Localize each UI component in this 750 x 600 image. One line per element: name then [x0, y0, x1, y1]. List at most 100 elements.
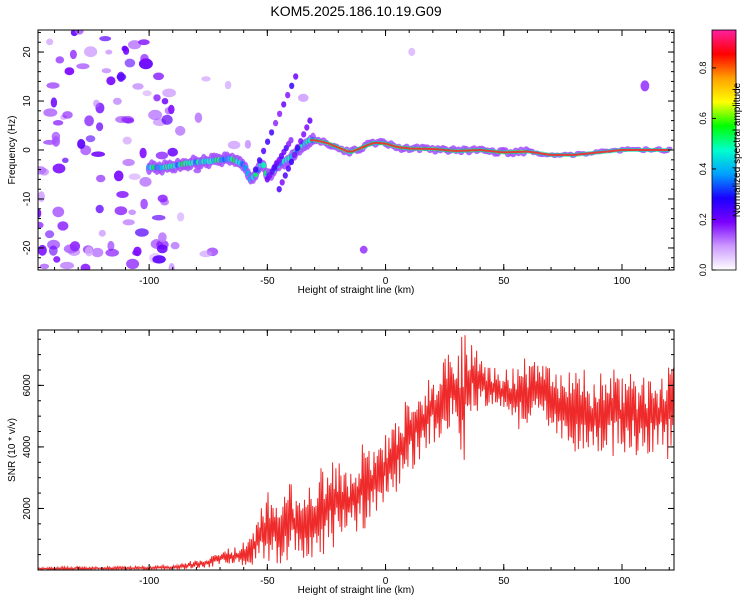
- spectrogram-cell: [291, 151, 298, 159]
- spectrogram-cell: [167, 147, 178, 157]
- spectrogram-cell: [52, 163, 66, 174]
- colorbar-ticks: 0.0 0.2 0.4 0.6 0.8: [698, 62, 716, 277]
- spectrogram-cell: [158, 232, 167, 243]
- spectrogram-cell: [38, 221, 44, 229]
- y-tick-label: 2000: [22, 497, 33, 520]
- spectrogram-cell: [140, 198, 148, 210]
- spectrogram-cell: [53, 256, 61, 263]
- spectrogram-cell: [101, 68, 112, 74]
- x-tick-label: 0: [383, 276, 389, 287]
- spectrogram-cell: [99, 36, 112, 42]
- spectrogram-cell: [96, 122, 104, 132]
- spectrogram-cell: [168, 104, 175, 115]
- spectrogram-cell: [640, 80, 650, 92]
- spectrogram-cell: [69, 49, 77, 60]
- spectrogram-cell: [122, 219, 135, 226]
- spectrogram-cell: [38, 208, 42, 218]
- y-tick-label: -10: [22, 191, 33, 206]
- spectrogram-cell: [252, 166, 259, 173]
- spectrogram-cell: [52, 206, 65, 218]
- spectrogram-cell: [128, 173, 141, 180]
- snr-y-axis-label: SNR (10 * v/v): [7, 418, 18, 482]
- spectrogram-cell: [84, 115, 94, 127]
- spectrogram-cell: [133, 246, 142, 257]
- spectrogram-cell: [113, 97, 122, 105]
- colorbar-tick-label: 0.0: [698, 264, 708, 277]
- spectrogram-cell: [289, 82, 295, 90]
- snr-series: [38, 335, 674, 570]
- spectrogram-cell: [114, 206, 128, 216]
- spectrogram-cell: [60, 261, 74, 270]
- spectrogram-cell: [69, 241, 81, 252]
- spectrogram-cell: [139, 147, 147, 159]
- y-tick-label: 20: [22, 46, 33, 58]
- spectrogram-cell: [168, 263, 175, 270]
- spectrogram-cell: [76, 63, 90, 70]
- spectrogram-cell: [55, 56, 65, 64]
- spectrogram-cell: [152, 255, 166, 264]
- spectrogram-cell: [293, 73, 299, 80]
- spectrogram-cell: [194, 112, 203, 123]
- spectrogram-cell: [123, 46, 130, 55]
- x-tick-label: -50: [260, 576, 275, 587]
- spectrogram-cell: [52, 136, 60, 147]
- spectrogram-cell: [64, 67, 75, 76]
- spectrogram-cell: [295, 144, 301, 152]
- spectrogram-cell: [39, 263, 50, 270]
- spectrogram-cell: [148, 109, 163, 121]
- colorbar: 0.0 0.2 0.4 0.6 0.8 Normalized spectral ampl…: [698, 29, 743, 277]
- spectrogram-cell: [43, 108, 58, 117]
- spectrogram-cell: [176, 212, 185, 222]
- spectrogram-cell: [62, 157, 69, 163]
- y-tick-label: 10: [22, 95, 33, 107]
- spectrogram-cell: [46, 82, 60, 89]
- spectrogram-cell: [151, 214, 166, 221]
- spectrogram-cell: [304, 124, 310, 131]
- spectrogram-cell: [116, 191, 129, 198]
- spectrogram-cell: [77, 139, 86, 149]
- x-tick-label: -100: [139, 276, 159, 287]
- spectrogram-cell: [138, 39, 150, 46]
- spectrogram-cell: [46, 38, 54, 46]
- spectrogram-cell: [162, 88, 177, 98]
- spectrogram-cell: [265, 138, 271, 145]
- x-tick-label: 0: [383, 576, 389, 587]
- spectrogram-cell: [224, 80, 232, 90]
- spectrogram-cell: [307, 117, 313, 124]
- colorbar-tick-label: 0.6: [698, 112, 708, 125]
- x-tick-label: 50: [498, 576, 510, 587]
- spectrogram-cell: [122, 158, 135, 167]
- spectrogram-cell: [93, 99, 100, 108]
- spectrogram-cell: [156, 244, 168, 254]
- spectrogram-cell: [277, 110, 283, 118]
- spectrogram-cell: [153, 94, 161, 102]
- spectrogram-cell: [128, 209, 136, 216]
- spectrogram-cell: [201, 76, 211, 82]
- y-tick-label: 4000: [22, 435, 33, 458]
- spectrogram-cell: [273, 119, 279, 127]
- colorbar-label: Normalized spectral amplitude: [732, 82, 743, 217]
- spectrogram-cell: [38, 244, 47, 256]
- spectrogram-cell: [261, 147, 267, 155]
- x-tick-label: -50: [260, 276, 275, 287]
- spectrogram-cell: [285, 165, 291, 172]
- spectrogram-cell: [96, 174, 106, 183]
- spectrogram-cell: [48, 245, 58, 256]
- spectrogram-cell: [52, 120, 64, 126]
- x-tick-label: 50: [498, 276, 510, 287]
- colorbar-tick-label: 0.2: [698, 213, 708, 226]
- spectrogram-cell: [135, 228, 149, 237]
- x-tick-label: 100: [614, 276, 631, 287]
- spectrogram-cell: [140, 53, 149, 63]
- spectrogram-cell: [85, 246, 94, 257]
- spectrogram-cell: [359, 245, 368, 254]
- figure-title: KOM5.2025.186.10.19.G09: [270, 3, 441, 19]
- snr-ticks: -100 -50 0 50 100 2000 4000 6000: [22, 330, 674, 587]
- spectrogram-cell: [279, 179, 285, 186]
- spectrogram-cell: [57, 221, 69, 231]
- spectrogram-cell: [227, 140, 241, 150]
- spectrogram-cell: [157, 194, 168, 203]
